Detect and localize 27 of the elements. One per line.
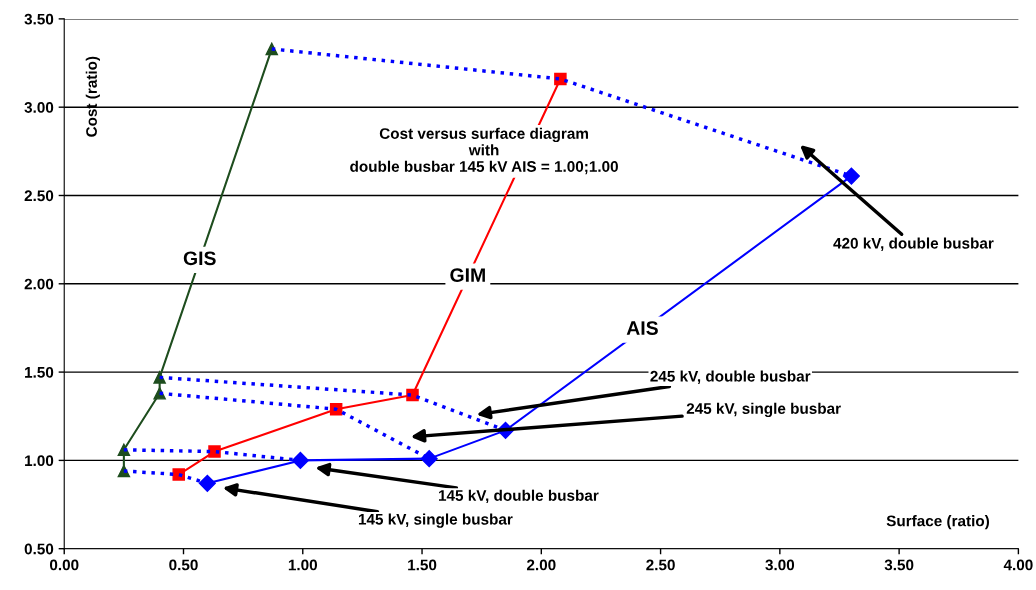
y-tick-label: 1.50: [25, 366, 54, 378]
x-tick-label: 4.00: [1003, 559, 1033, 571]
annotation: 145 kV, double busbar: [438, 489, 599, 504]
x-tick-label: 2.50: [646, 559, 675, 571]
annotation: 145 kV, single busbar: [358, 513, 513, 528]
series-label: AIS: [626, 321, 658, 335]
series-label: GIS: [183, 251, 216, 266]
y-tick-label: 2.00: [24, 278, 54, 290]
x-tick-label: 2.00: [526, 559, 556, 571]
annotation: 245 kV, double busbar: [650, 370, 811, 384]
y-tick-label: 0.50: [24, 543, 54, 555]
series-label: GIM: [450, 268, 485, 282]
y-tick-label: 2.50: [24, 190, 54, 202]
x-tick-label: 3.00: [765, 559, 795, 571]
y-tick-label: 3.50: [24, 13, 54, 25]
annotation: 420 kV, double busbar: [833, 237, 994, 251]
y-tick-label: 1.00: [25, 455, 54, 467]
x-tick-label: 0.50: [169, 559, 198, 571]
x-axis-title: Surface (ratio): [886, 515, 990, 530]
x-tick-label: 1.50: [408, 559, 437, 571]
y-tick-label: 3.00: [24, 102, 54, 113]
x-tick-label: 0.00: [49, 559, 79, 571]
x-tick-label: 3.50: [884, 559, 914, 571]
annotation: 245 kV, single busbar: [686, 402, 841, 418]
x-tick-label: 1.00: [288, 559, 318, 571]
y-axis-title: Cost (ratio): [85, 56, 100, 137]
annotation: Cost versus surface diagram with double busbar 145 kV AIS = 1.00;1.00: [350, 127, 618, 175]
